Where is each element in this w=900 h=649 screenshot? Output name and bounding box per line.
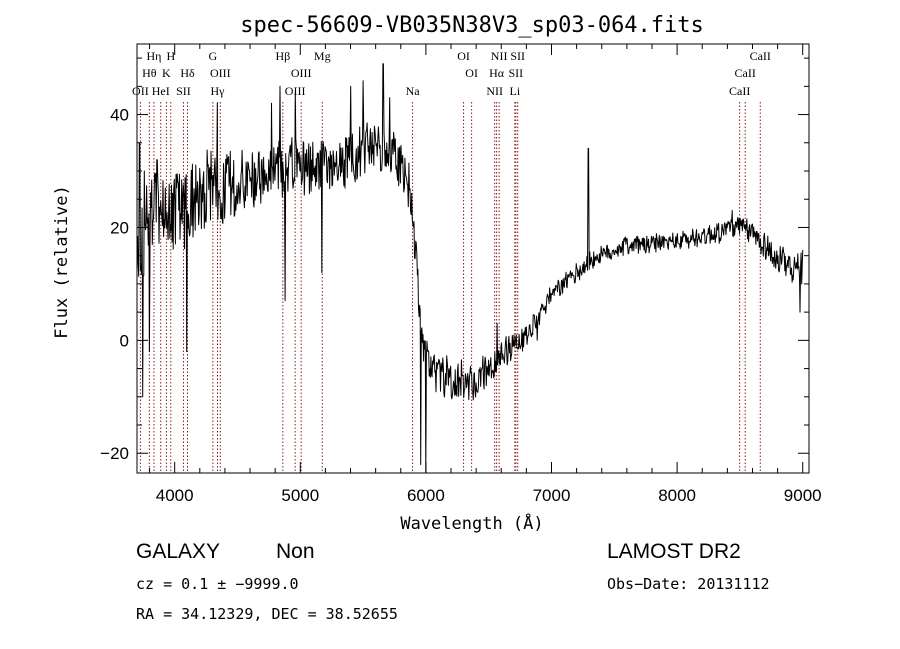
y-tick-label: 20 <box>110 218 129 237</box>
emission-line-label: CaII <box>735 66 756 80</box>
emission-line-label: OIII <box>291 66 312 80</box>
x-axis-label: Wavelength (Å) <box>400 512 543 534</box>
object-subclass-label: Non <box>276 540 315 563</box>
emission-line-label: G <box>209 49 218 63</box>
emission-line-label: Hη <box>146 49 161 63</box>
chart-title: spec-56609-VB035N38V3_sp03-064.fits <box>240 13 704 38</box>
emission-line-label: Hγ <box>211 84 226 98</box>
object-class-label: GALAXY <box>136 540 220 563</box>
y-tick-label: −20 <box>100 444 129 463</box>
emission-line-label: HeI <box>152 84 170 98</box>
emission-line-label: SII <box>176 84 191 98</box>
emission-line-label: K <box>162 66 171 80</box>
emission-line-label: SII <box>510 49 525 63</box>
survey-label: LAMOST DR2 <box>607 540 741 563</box>
emission-line-label: Mg <box>314 49 331 63</box>
emission-line-label: CaII <box>729 84 750 98</box>
emission-line-label: Hβ <box>275 49 290 63</box>
x-tick-label: 7000 <box>533 486 571 505</box>
x-tick-label: 6000 <box>407 486 445 505</box>
x-tick-label: 4000 <box>156 486 194 505</box>
emission-line-label: OI <box>465 66 478 80</box>
emission-line-label: OIII <box>285 84 306 98</box>
emission-line-label: SII <box>508 66 523 80</box>
emission-line-label: OI <box>457 49 470 63</box>
x-tick-label: 8000 <box>658 486 696 505</box>
emission-line-label: Li <box>509 84 520 98</box>
spectrum-series-line <box>136 63 804 474</box>
emission-line-label: OIII <box>210 66 231 80</box>
y-tick-label: 40 <box>110 106 129 125</box>
emission-line-label: H <box>166 49 175 63</box>
emission-line-labels: OIIHθHηHeIKHSIIHδGHγOIIIHβOIIIOIIIMgNaOI… <box>132 49 771 98</box>
obs-date-text: Obs−Date: 20131112 <box>607 575 770 593</box>
emission-line-label: Na <box>406 84 421 98</box>
emission-line-label: Hδ <box>180 66 195 80</box>
coordinates-text: RA = 34.12329, DEC = 38.52655 <box>136 605 398 623</box>
y-axis-label: Flux (relative) <box>52 185 72 339</box>
emission-line-label: Hθ <box>142 66 157 80</box>
emission-line-label: Hα <box>489 66 505 80</box>
emission-line-label: NII <box>486 84 503 98</box>
emission-line-label: OII <box>132 84 149 98</box>
emission-line-markers <box>139 102 761 473</box>
y-axis-ticks: −20 0 20 40 <box>100 57 809 463</box>
emission-line-label: CaII <box>750 49 771 63</box>
x-tick-label: 5000 <box>281 486 319 505</box>
emission-line-label: NII <box>491 49 508 63</box>
y-tick-label: 0 <box>120 331 129 350</box>
redshift-text: cz = 0.1 ± −9999.0 <box>136 575 299 593</box>
x-tick-label: 9000 <box>784 486 822 505</box>
plot-frame <box>136 43 810 474</box>
x-axis-ticks: 4000 5000 6000 7000 8000 9000 <box>149 44 822 505</box>
